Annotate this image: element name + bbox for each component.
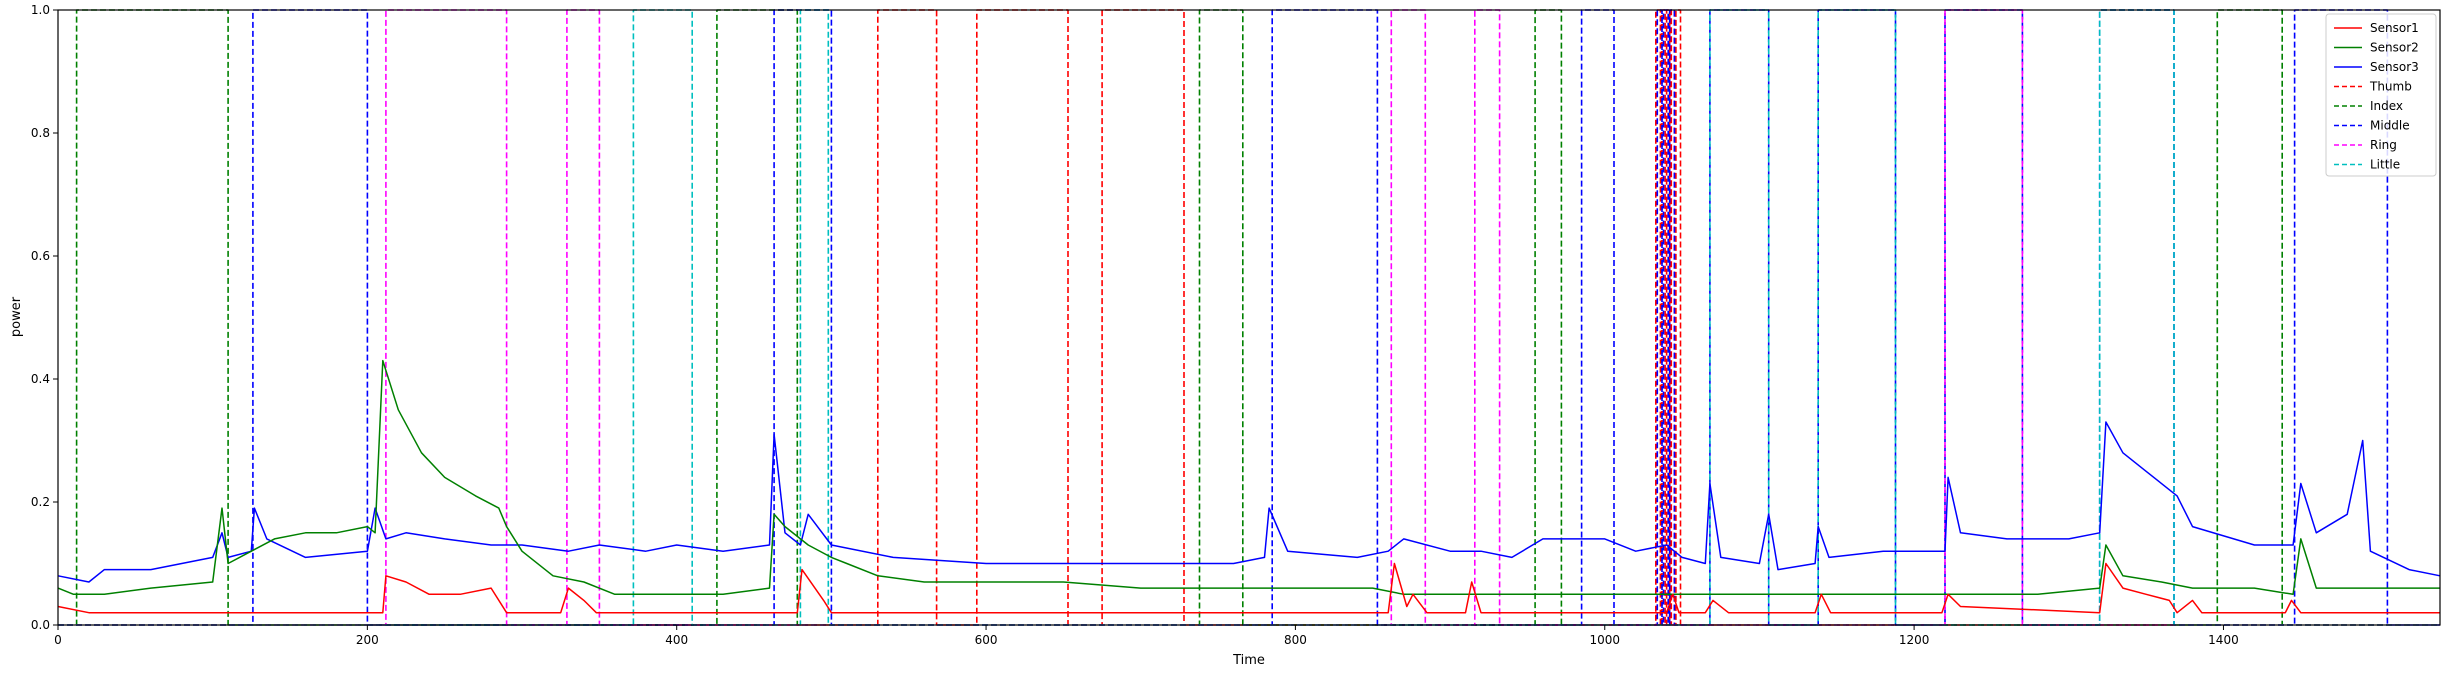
legend-label-sensor1: Sensor1: [2370, 21, 2419, 35]
x-tick-label: 1000: [1589, 633, 1620, 647]
series-line-sensor1: [57, 562, 2440, 614]
y-tick-label: 0.2: [31, 495, 50, 509]
chart-legend: Sensor1 Sensor2 Sensor3 Thumb Index Middle Rin…: [2325, 13, 2437, 177]
axes-layer: 0 200 400 600 800 1000 1200 1400 0.0 0.2 0.4 0.6 0.8…: [31, 3, 2239, 647]
x-tick-label: 800: [1284, 633, 1307, 647]
series-line-sensor2: [57, 359, 2440, 596]
series-line-sensor3: [57, 421, 2441, 583]
y-tick-label: 1.0: [31, 3, 50, 17]
y-tick-label: 0.4: [31, 372, 50, 386]
x-tick-label: 1400: [2208, 633, 2239, 647]
x-axis-label: Time: [1232, 653, 1265, 668]
legend-label-little: Little: [2370, 158, 2400, 172]
x-tick-label: 400: [665, 633, 688, 647]
legend-label-sensor3: Sensor3: [2370, 60, 2419, 74]
legend-label-sensor2: Sensor2: [2370, 41, 2419, 55]
x-tick-label: 600: [975, 633, 998, 647]
x-tick-label: 0: [54, 633, 62, 647]
legend-label-thumb: Thumb: [2369, 80, 2412, 94]
legend-box: [2325, 13, 2437, 177]
series-line-index: [58, 9, 2440, 626]
x-tick-label: 1200: [1899, 633, 1930, 647]
legend-label-ring: Ring: [2370, 138, 2397, 152]
y-tick-label: 0.8: [31, 126, 50, 140]
y-tick-label: 0.6: [31, 249, 50, 263]
x-tick-label: 200: [356, 633, 379, 647]
plot-frame: [57, 9, 2441, 626]
legend-label-index: Index: [2370, 99, 2403, 113]
y-tick-label: 0.0: [31, 618, 50, 632]
y-axis-label: power: [9, 296, 24, 337]
legend-label-middle: Middle: [2370, 119, 2410, 133]
series-line-ring: [58, 9, 2440, 626]
